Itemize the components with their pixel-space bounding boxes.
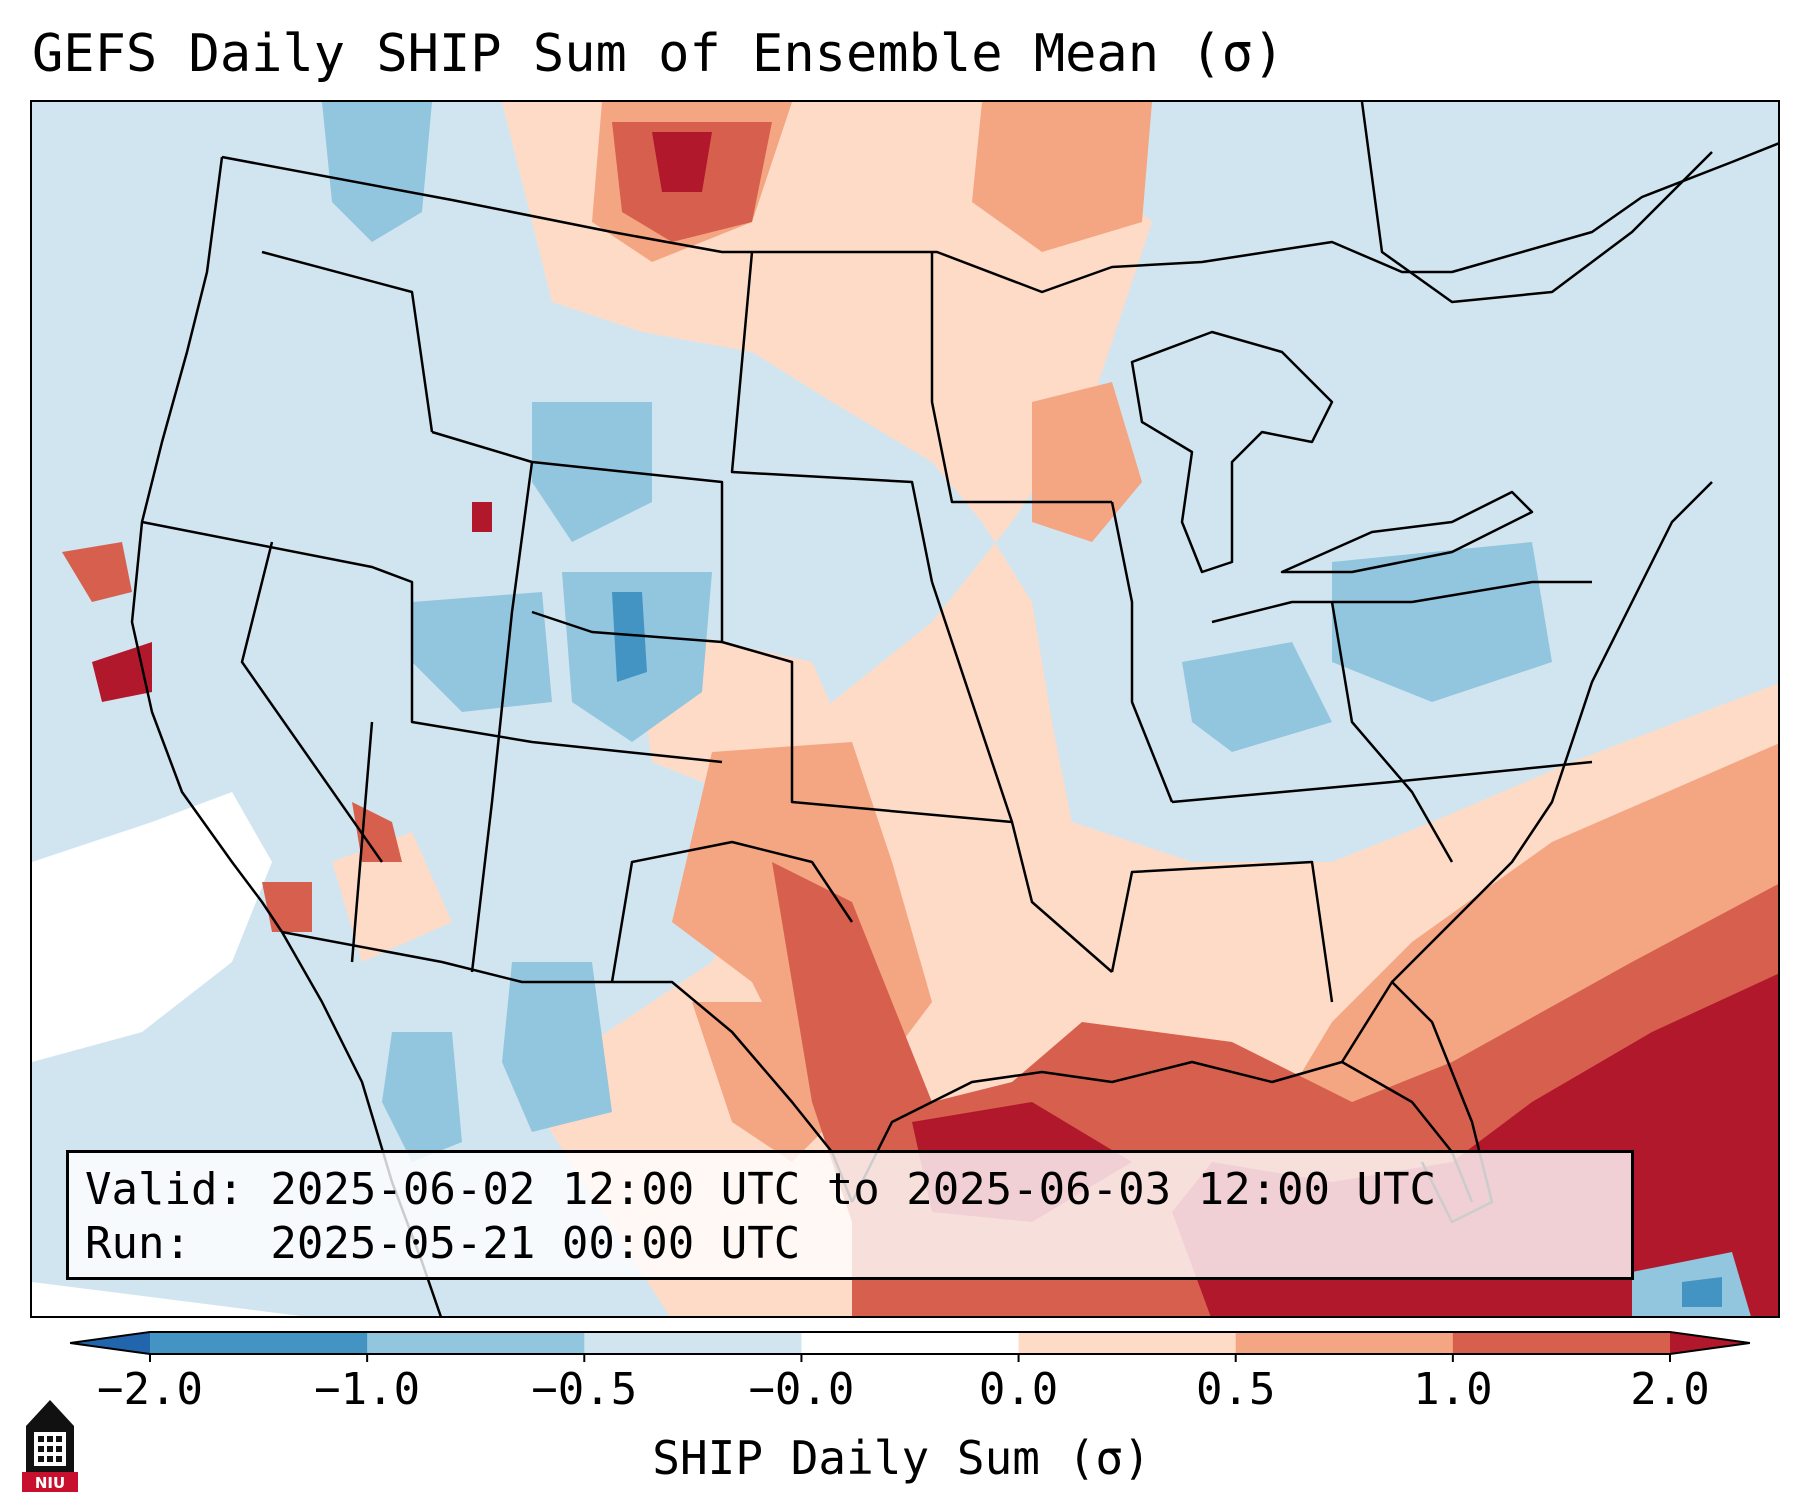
east-coast	[1391, 481, 1713, 983]
colorbar-tick-label: 2.0	[1630, 1364, 1710, 1415]
state-line-10	[1171, 760, 1593, 804]
map-panel	[30, 100, 1780, 1318]
map-title: GEFS Daily SHIP Sum of Ensemble Mean (σ)	[32, 24, 1285, 84]
colorbar-segment	[367, 1332, 585, 1354]
gulf-coast	[850, 1060, 1474, 1203]
west-coast	[130, 156, 284, 933]
colorbar-segment	[584, 1332, 802, 1354]
state-line-9	[1110, 501, 1174, 803]
valid-run-info-box: Valid: 2025-06-02 12:00 UTC to 2025-06-0…	[66, 1150, 1634, 1280]
field-negative-strong	[612, 592, 1722, 1307]
colorbar-tick-label: −1.0	[314, 1364, 421, 1415]
state-line-12	[1330, 601, 1454, 863]
colorbar-tick-label: 0.5	[1195, 1364, 1276, 1415]
state-line-13	[1110, 860, 1334, 1003]
colorbar-segment	[801, 1332, 1020, 1354]
colorbar-under-arrow	[70, 1332, 150, 1354]
run-time-text: Run: 2025-05-21 00:00 UTC	[85, 1218, 801, 1269]
state-line-4	[431, 430, 724, 644]
colorbar-segment	[150, 1332, 368, 1354]
valid-time-text: Valid: 2025-06-02 12:00 UTC to 2025-06-0…	[85, 1164, 1437, 1215]
state-line-7	[930, 581, 1113, 973]
state-line-3	[240, 541, 384, 863]
state-line-2	[141, 520, 723, 764]
colorbar-label: SHIP Daily Sum (σ)	[652, 1431, 1151, 1485]
niu-logo: NIU	[22, 1400, 78, 1492]
colorbar	[70, 1331, 1750, 1362]
state-line-15	[470, 461, 534, 973]
state-line-11	[1211, 580, 1592, 624]
colorbar-segment	[1018, 1332, 1237, 1354]
hudson-bay-coast	[1360, 102, 1713, 304]
colorbar-over-arrow	[1670, 1332, 1750, 1354]
colorbar-tick-label: 1.0	[1413, 1364, 1493, 1415]
state-line-16	[350, 721, 374, 963]
us-mexico-border	[281, 930, 854, 1203]
state-line-5	[730, 251, 934, 583]
state-line-1	[261, 250, 434, 433]
great-lakes	[1130, 330, 1334, 574]
state-line-14	[610, 840, 854, 983]
ship-field-map	[32, 102, 1778, 1316]
colorbar-tick-label: 0.0	[978, 1364, 1059, 1415]
colorbar-segment	[1452, 1332, 1671, 1354]
colorbar-segment	[1235, 1332, 1454, 1354]
logo-text: NIU	[35, 1474, 65, 1492]
colorbar-tick-label: −2.0	[97, 1364, 203, 1415]
state-line-8	[930, 252, 1112, 504]
colorbar-tick-label: −0.5	[531, 1364, 638, 1415]
colorbar-tick-label: −0.0	[748, 1364, 855, 1415]
us-canada-border	[221, 142, 1778, 294]
lake-erie-ontario	[1280, 490, 1534, 574]
map-borders	[130, 102, 1778, 1316]
state-line-6	[721, 640, 1013, 824]
field-neutral-patches	[32, 792, 301, 1316]
